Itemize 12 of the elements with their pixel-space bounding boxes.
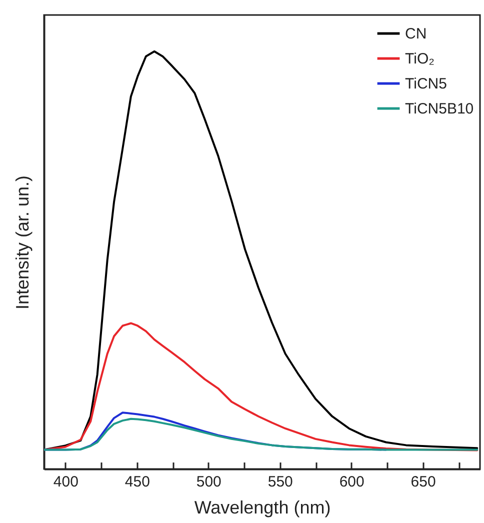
x-tick-label: 600 [339,474,364,490]
legend-label: CN [405,26,427,42]
x-tick-label: 650 [410,474,436,490]
x-tick-label: 550 [268,474,293,490]
x-tick-label: 400 [53,474,78,490]
y-axis-title: Intensity (ar. un.) [12,175,32,310]
legend-label: TiCN5B10 [405,100,474,118]
x-tick-label: 450 [124,474,150,490]
legend-label: TiCN5 [405,76,447,92]
x-tick-label: 500 [196,474,222,490]
legend-label: TiO₂ [405,50,435,68]
x-axis-title: Wavelength (nm) [194,498,331,518]
